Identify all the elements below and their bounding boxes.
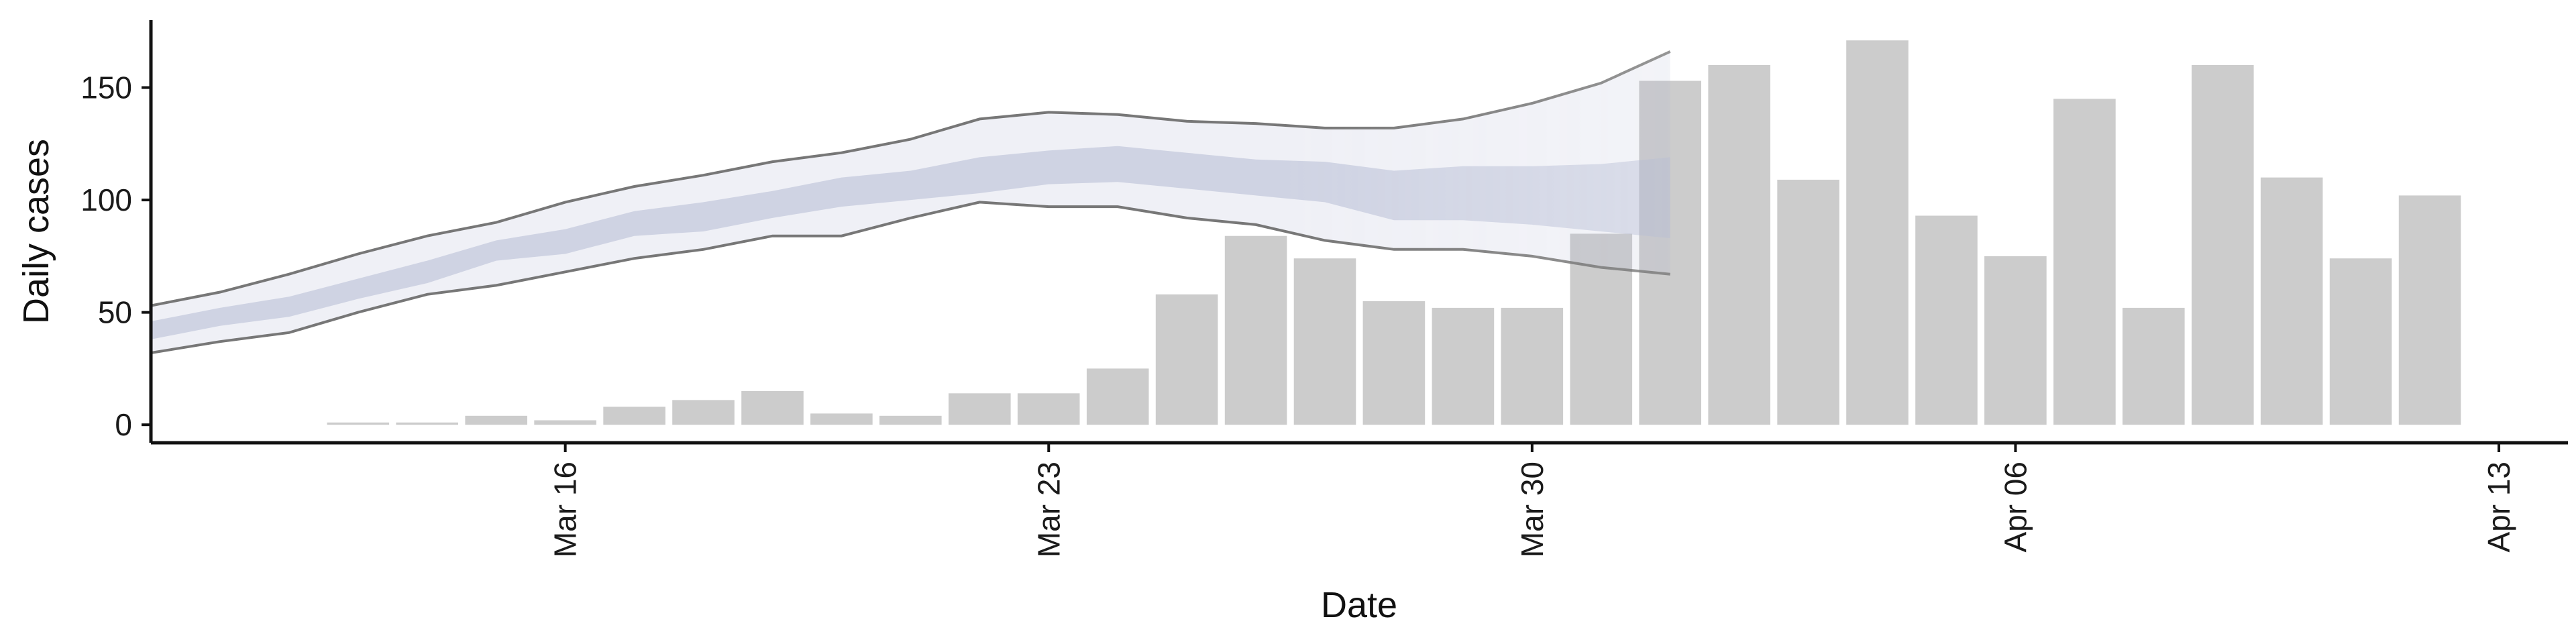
case-bar [2329, 258, 2392, 425]
case-bar [1155, 294, 1218, 425]
x-tick-label: Mar 23 [1031, 462, 1066, 557]
case-bar [603, 407, 665, 425]
y-tick-label: 0 [115, 407, 132, 442]
case-bar [810, 413, 873, 425]
outer-upper-line [150, 50, 1671, 307]
case-bar [1501, 307, 1564, 425]
case-bar [1086, 368, 1149, 425]
case-bar [2260, 177, 2323, 425]
case-bar [2192, 65, 2254, 425]
outer-lower-line [150, 201, 1670, 354]
x-tick-label: Mar 16 [548, 462, 583, 557]
case-bar [879, 415, 942, 425]
y-axis-ticks: 0 50 100 150 [80, 70, 151, 442]
case-bar [1224, 235, 1287, 425]
y-axis-title: Daily cases [16, 139, 56, 324]
case-bar [396, 422, 458, 425]
case-bar [1362, 301, 1426, 425]
case-bar [741, 390, 804, 425]
case-bar [1639, 80, 1701, 425]
forecast-bands [150, 50, 1671, 354]
case-bars [327, 40, 2461, 425]
case-bar [672, 400, 735, 425]
case-bar [2053, 99, 2116, 425]
inner-interval-band [151, 146, 1670, 339]
x-tick-label: Mar 30 [1515, 462, 1550, 557]
case-bar [2123, 307, 2185, 425]
case-bar [1915, 215, 1978, 425]
case-bar [949, 393, 1011, 425]
case-bar [534, 420, 596, 425]
case-bar [1432, 307, 1495, 425]
case-bar [465, 415, 527, 425]
case-bar [1708, 65, 1770, 425]
case-bar [1570, 233, 1633, 425]
y-tick-label: 100 [80, 182, 132, 217]
case-bar [2398, 195, 2461, 425]
case-bar [1017, 393, 1080, 425]
case-bar [1777, 179, 1839, 425]
case-bar [1984, 256, 2047, 425]
x-axis-title: Date [1321, 585, 1397, 625]
case-bar [1293, 258, 1356, 425]
y-tick-label: 50 [98, 295, 132, 330]
x-tick-label: Apr 13 [2481, 462, 2516, 553]
y-tick-label: 150 [80, 70, 132, 105]
x-axis-ticks: Mar 16 Mar 23 Mar 30 Apr 06 Apr 13 [548, 443, 2516, 557]
case-bar [327, 422, 390, 425]
case-bar [1846, 40, 1909, 425]
x-tick-label: Apr 06 [1998, 462, 2033, 553]
